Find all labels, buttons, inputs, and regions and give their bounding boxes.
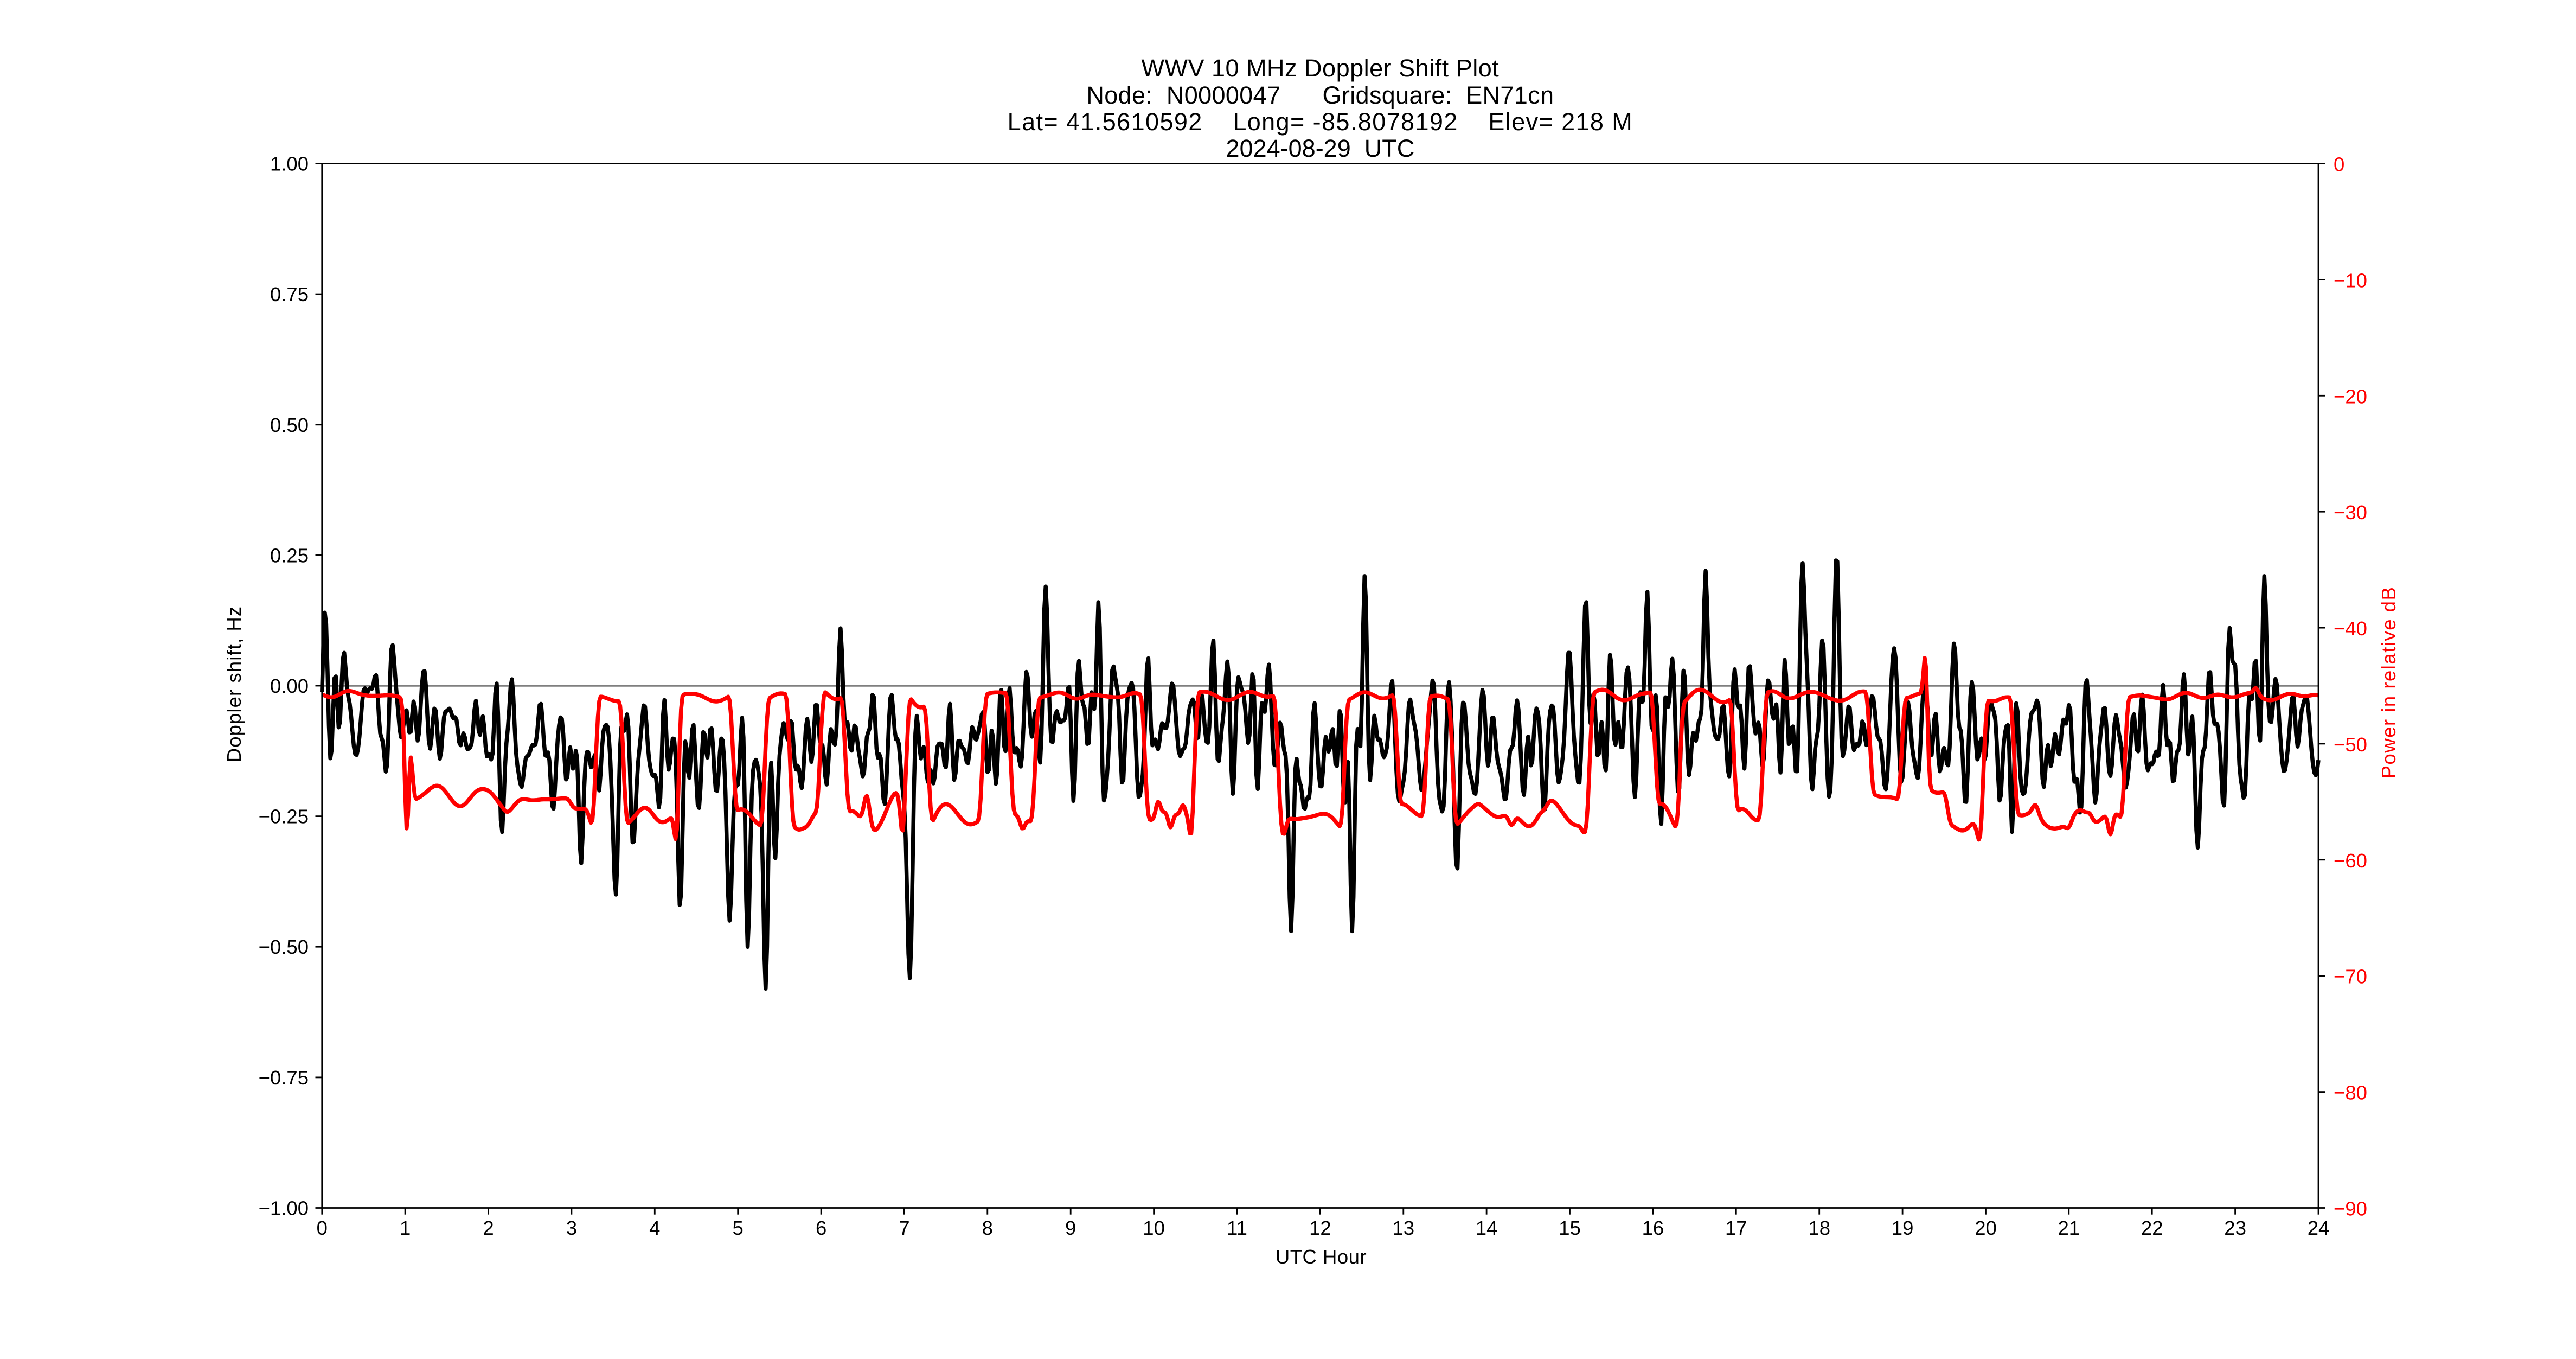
svg-text:5: 5 <box>733 1217 744 1239</box>
svg-text:3: 3 <box>566 1217 577 1239</box>
svg-text:24: 24 <box>2308 1217 2330 1239</box>
svg-text:0: 0 <box>2334 154 2344 176</box>
svg-text:0.75: 0.75 <box>270 283 309 305</box>
svg-text:−30: −30 <box>2334 501 2367 524</box>
svg-text:WWV 10 MHz Doppler Shift Plot: WWV 10 MHz Doppler Shift Plot <box>1142 54 1500 82</box>
svg-text:13: 13 <box>1392 1217 1414 1239</box>
svg-text:2024-08-29 UTC: 2024-08-29 UTC <box>1226 135 1415 162</box>
svg-text:Lat= 41.5610592 Long= -85.8: Lat= 41.5610592 Long= -85.8078192 Elev= … <box>1008 108 1633 136</box>
svg-text:Doppler shift, Hz: Doppler shift, Hz <box>223 606 245 763</box>
svg-text:−40: −40 <box>2334 617 2367 640</box>
svg-text:17: 17 <box>1725 1217 1747 1239</box>
svg-text:−1.00: −1.00 <box>259 1197 309 1220</box>
svg-text:18: 18 <box>1808 1217 1830 1239</box>
svg-text:10: 10 <box>1143 1217 1165 1239</box>
svg-text:14: 14 <box>1476 1217 1498 1239</box>
svg-text:16: 16 <box>1642 1217 1664 1239</box>
svg-text:20: 20 <box>1975 1217 1997 1239</box>
svg-text:−70: −70 <box>2334 966 2367 988</box>
svg-text:6: 6 <box>816 1217 826 1239</box>
svg-text:15: 15 <box>1559 1217 1581 1239</box>
svg-text:−90: −90 <box>2334 1198 2367 1220</box>
svg-text:−60: −60 <box>2334 850 2367 872</box>
svg-text:21: 21 <box>2058 1217 2080 1239</box>
svg-text:−0.75: −0.75 <box>259 1067 309 1089</box>
svg-text:1: 1 <box>400 1217 411 1239</box>
svg-text:2: 2 <box>483 1217 494 1239</box>
svg-text:19: 19 <box>1892 1217 1914 1239</box>
svg-text:Power in relative dB: Power in relative dB <box>2378 586 2400 779</box>
svg-text:11: 11 <box>1227 1217 1247 1239</box>
svg-text:12: 12 <box>1309 1217 1331 1239</box>
svg-text:4: 4 <box>649 1217 660 1239</box>
svg-text:0.50: 0.50 <box>270 414 309 436</box>
svg-text:1.00: 1.00 <box>270 153 309 175</box>
svg-text:0: 0 <box>317 1217 328 1239</box>
svg-text:−10: −10 <box>2334 269 2367 291</box>
svg-text:UTC Hour: UTC Hour <box>1276 1246 1367 1268</box>
svg-text:−0.50: −0.50 <box>259 936 309 958</box>
svg-text:0.00: 0.00 <box>270 675 309 697</box>
svg-text:7: 7 <box>899 1217 909 1239</box>
svg-text:9: 9 <box>1065 1217 1076 1239</box>
svg-text:−0.25: −0.25 <box>259 806 309 828</box>
svg-text:Node: N0000047 Gridsquar: Node: N0000047 Gridsquare: EN71cn <box>1086 81 1554 109</box>
svg-text:8: 8 <box>982 1217 993 1239</box>
svg-text:23: 23 <box>2224 1217 2246 1239</box>
svg-text:22: 22 <box>2141 1217 2163 1239</box>
svg-text:0.25: 0.25 <box>270 544 309 566</box>
svg-text:−20: −20 <box>2334 385 2367 407</box>
svg-text:−50: −50 <box>2334 733 2367 756</box>
svg-text:−80: −80 <box>2334 1082 2367 1104</box>
